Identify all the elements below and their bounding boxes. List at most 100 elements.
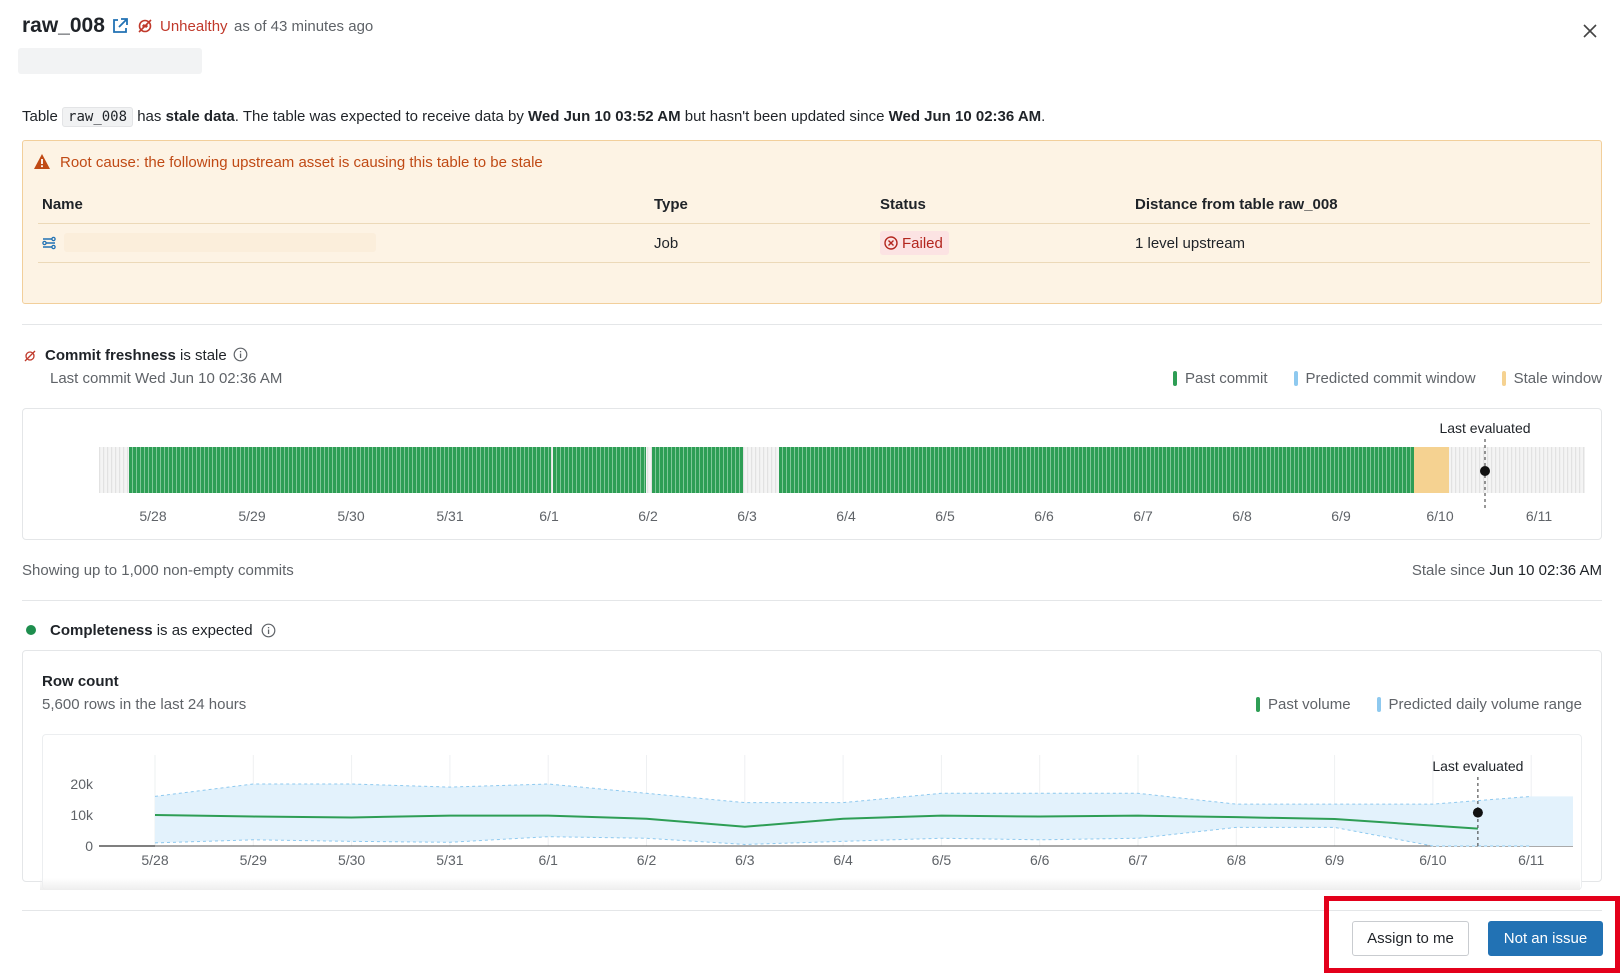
x-tick-label: 6/1 [539,508,559,524]
commit-line [504,447,505,493]
commit-line [624,447,625,493]
legend-item: Stale window [1513,370,1602,387]
commit-line [612,447,613,493]
commit-line [699,447,700,493]
job-icon [42,236,56,250]
commit-line [196,447,197,493]
tick-line [755,447,757,493]
commit-line [204,447,205,493]
close-icon[interactable] [1581,22,1599,40]
x-tick-label: 6/6 [1034,508,1054,524]
commit-line [731,447,732,493]
commit-line [918,447,919,493]
commit-line [886,447,887,493]
info-icon[interactable] [233,347,248,362]
completeness-heading: Completeness is as expected [50,622,253,639]
commit-line [212,447,213,493]
healthy-dot-icon [26,625,36,635]
commit-line [830,447,831,493]
commit-line [384,447,385,493]
x-tick-label: 5/29 [240,852,267,868]
tick-line [1495,447,1497,493]
commit-line [1018,447,1019,493]
info-icon[interactable] [261,623,276,638]
commit-line [1330,447,1331,493]
commit-line [272,447,273,493]
x-tick-label: 6/8 [1232,508,1252,524]
commit-line [148,447,149,493]
commit-line [958,447,959,493]
tick-line [1451,447,1453,493]
commit-line [838,447,839,493]
commit-line [798,447,799,493]
commit-line [986,447,987,493]
commit-line [1174,447,1175,493]
commit-line [902,447,903,493]
commit-line [544,447,545,493]
commit-line [228,447,229,493]
commit-line [1230,447,1231,493]
external-link-icon[interactable] [111,17,129,35]
commit-line [1246,447,1247,493]
root-cause-panel [22,140,1602,304]
commit-line [806,447,807,493]
commit-line [516,447,517,493]
commit-line [320,447,321,493]
commit-line [588,447,589,493]
x-tick-label: 5/31 [436,508,463,524]
tick-line [111,447,113,493]
tick-line [1491,447,1493,493]
commit-line [200,447,201,493]
commit-line [316,447,317,493]
commit-line [687,447,688,493]
commit-line [1342,447,1343,493]
commit-line [248,447,249,493]
commit-line [1106,447,1107,493]
commit-line [216,447,217,493]
commit-line [168,447,169,493]
commit-line [340,447,341,493]
commit-line [659,447,660,493]
commit-line [436,447,437,493]
commit-line [336,447,337,493]
column-header-name: Name [42,196,83,213]
predicted-low-line [154,826,1532,847]
commit-line [364,447,365,493]
tick-line [99,447,101,493]
tick-line [1551,447,1553,493]
commit-line [1298,447,1299,493]
commit-line [240,447,241,493]
section-divider [22,324,1602,325]
commit-line [727,447,728,493]
freshness-legend: Past commit Predicted commit window Stal… [1173,370,1602,387]
commit-line [1150,447,1151,493]
legend-swatch [1501,371,1506,386]
tick-line [747,447,749,493]
commit-line [348,447,349,493]
commit-line [380,447,381,493]
not-an-issue-button[interactable]: Not an issue [1488,921,1603,956]
volume-chart-card: Last evaluated 0 10k 20k 5/28 5/29 5/30 5/31 6/1… [42,734,1582,890]
last-commit: Last commit Wed Jun 10 02:36 AM [50,370,283,387]
assign-to-me-button[interactable]: Assign to me [1352,921,1469,956]
commit-line [184,447,185,493]
x-tick-label: 6/10 [1426,508,1453,524]
commit-line [715,447,716,493]
past-volume-line [154,814,1478,830]
commit-line [492,447,493,493]
unhealthy-icon [138,19,152,33]
commit-line [998,447,999,493]
commit-line [922,447,923,493]
commit-line [468,447,469,493]
commit-line [280,447,281,493]
commit-line [460,447,461,493]
commit-line [256,447,257,493]
commit-line [392,447,393,493]
tick-line [1539,447,1541,493]
volume-legend: Past volume Predicted daily volume range [1256,696,1582,713]
tick-line [1583,447,1585,493]
commit-line [1410,447,1411,493]
commit-line [822,447,823,493]
commit-line [814,447,815,493]
upstream-asset-link[interactable] [64,233,376,252]
